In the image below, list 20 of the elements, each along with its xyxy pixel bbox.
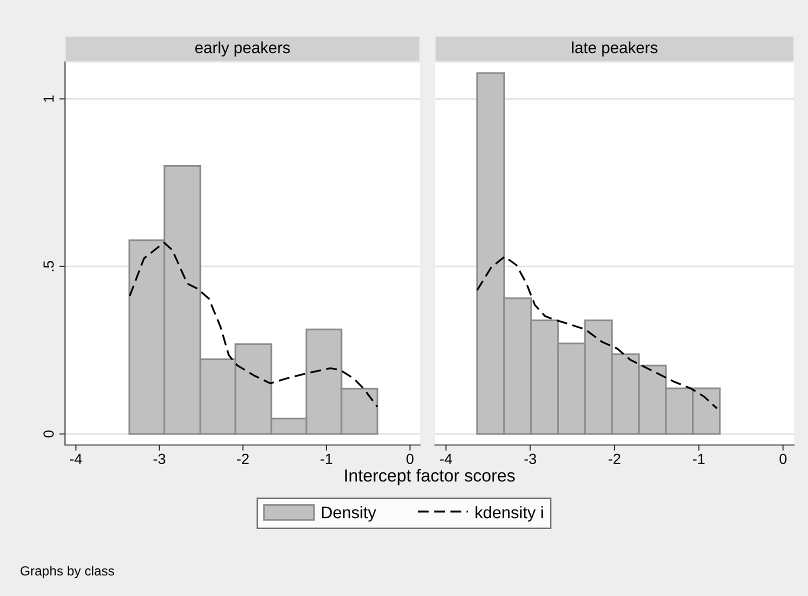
x-tick-label: -2 — [237, 454, 249, 464]
x-tick-label: -4 — [70, 454, 82, 464]
x-tick-label: 0 — [406, 454, 414, 464]
x-tick-label: -3 — [524, 454, 536, 464]
chart-title: late peakers — [572, 42, 658, 56]
chart-title: early peakers — [195, 42, 290, 56]
x-tick-label: -2 — [608, 454, 620, 464]
legend-label: Density — [322, 506, 376, 522]
x-tick-label: -1 — [320, 454, 332, 464]
x-tick-label: -4 — [440, 454, 452, 464]
line-series — [128, 242, 378, 408]
legend-label: kdensity i — [476, 506, 543, 522]
x-tick-label: 0 — [780, 454, 787, 464]
text: Graphs by class — [20, 566, 114, 578]
y-tick-label: .5 — [44, 260, 54, 272]
y-tick-label: 1 — [44, 96, 54, 102]
y-tick-label: 0 — [43, 430, 54, 438]
x-tick-label: -3 — [154, 454, 166, 464]
x-tick-label: -1 — [692, 454, 705, 464]
x-axis-title: Intercept factor scores — [345, 468, 515, 486]
